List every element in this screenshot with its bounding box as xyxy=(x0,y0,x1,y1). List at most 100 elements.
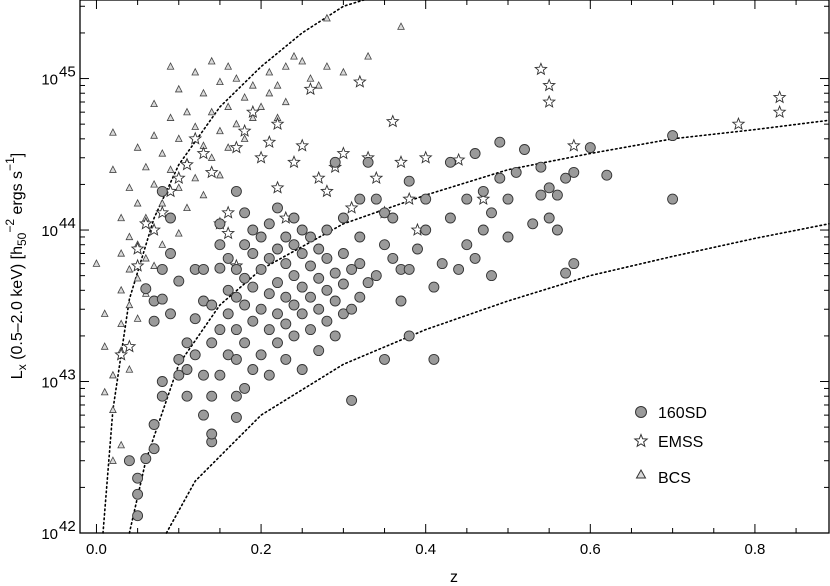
point-160sd xyxy=(568,258,580,270)
point-bcs xyxy=(183,203,191,211)
y-axis-title-prefix-sub: x xyxy=(15,364,29,370)
point-160sd xyxy=(346,303,358,315)
point-160sd xyxy=(395,295,407,307)
point-160sd xyxy=(156,376,168,387)
point-bcs xyxy=(224,62,233,70)
point-160sd xyxy=(132,488,144,500)
point-160sd xyxy=(502,231,514,243)
point-160sd xyxy=(255,303,267,315)
point-160sd xyxy=(346,263,358,275)
point-160sd xyxy=(132,472,144,484)
point-160sd xyxy=(560,267,572,279)
point-bcs xyxy=(364,51,372,60)
point-bcs xyxy=(150,179,158,188)
point-160sd xyxy=(305,324,316,336)
point-bcs xyxy=(323,62,331,70)
point-160sd xyxy=(272,243,283,255)
point-160sd xyxy=(181,364,193,375)
point-160sd xyxy=(502,193,514,205)
point-160sd xyxy=(387,252,399,264)
point-160sd xyxy=(189,349,201,361)
point-bcs xyxy=(117,319,126,328)
point-160sd xyxy=(230,390,242,402)
point-160sd xyxy=(337,248,349,259)
y-axis-title-s-sup: −1 xyxy=(3,157,17,171)
point-emss xyxy=(451,152,466,166)
point-bcs xyxy=(141,253,150,262)
point-160sd xyxy=(444,212,456,224)
point-160sd xyxy=(494,136,506,148)
point-bcs xyxy=(100,309,109,317)
point-160sd xyxy=(494,172,506,184)
point-emss xyxy=(336,146,351,160)
point-160sd xyxy=(313,303,325,315)
point-bcs xyxy=(117,440,126,449)
point-bcs xyxy=(183,107,191,116)
point-160sd xyxy=(255,263,267,275)
point-bcs xyxy=(117,249,126,257)
point-160sd xyxy=(255,231,267,243)
point-160sd xyxy=(263,369,275,381)
point-160sd xyxy=(337,212,349,224)
point-emss xyxy=(542,94,557,108)
y-axis-title-h-sup: −2 xyxy=(3,219,17,233)
point-160sd xyxy=(230,291,242,303)
point-160sd xyxy=(222,284,234,296)
point-160sd xyxy=(272,308,283,320)
point-bcs xyxy=(207,107,216,116)
y-tick-exponent: 43 xyxy=(59,367,76,384)
point-160sd xyxy=(337,278,349,290)
point-emss xyxy=(352,74,367,88)
point-bcs xyxy=(125,300,134,309)
point-160sd xyxy=(255,349,267,361)
point-bcs xyxy=(117,285,126,294)
point-emss xyxy=(303,82,318,96)
point-160sd xyxy=(354,193,366,205)
point-160sd xyxy=(280,231,292,243)
point-160sd xyxy=(321,252,333,264)
point-bcs xyxy=(224,102,233,110)
point-160sd xyxy=(140,283,152,295)
point-160sd xyxy=(247,315,259,327)
point-160sd xyxy=(272,277,283,289)
point-160sd xyxy=(444,156,456,168)
point-160sd xyxy=(354,291,366,303)
point-160sd xyxy=(296,224,308,236)
point-bcs xyxy=(306,74,315,82)
point-160sd xyxy=(206,390,218,402)
legend-label-emss: EMSS xyxy=(658,434,703,451)
point-bcs xyxy=(174,84,183,93)
point-emss xyxy=(772,90,787,104)
point-160sd xyxy=(280,258,292,270)
point-bcs xyxy=(314,81,323,89)
point-bcs xyxy=(150,99,158,108)
legend-marker-star xyxy=(633,433,649,448)
point-bcs xyxy=(133,198,142,207)
point-bcs xyxy=(207,56,216,65)
point-160sd xyxy=(329,267,341,279)
point-bcs xyxy=(281,97,290,106)
point-160sd xyxy=(469,148,481,159)
point-emss xyxy=(320,184,334,198)
y-tick-exponent: 42 xyxy=(59,518,76,535)
point-160sd xyxy=(263,218,275,230)
point-160sd xyxy=(156,185,168,197)
legend-label-bcs: BCS xyxy=(658,470,691,487)
point-bcs xyxy=(141,162,150,171)
point-160sd xyxy=(206,337,218,349)
point-160sd xyxy=(239,382,251,394)
point-emss xyxy=(262,134,277,149)
point-bcs xyxy=(174,228,183,237)
point-160sd xyxy=(181,390,193,402)
point-160sd xyxy=(173,353,185,365)
point-160sd xyxy=(230,353,242,365)
point-160sd xyxy=(667,130,679,142)
point-bcs xyxy=(207,153,216,161)
point-160sd xyxy=(321,284,333,296)
point-bcs xyxy=(248,81,257,89)
point-160sd xyxy=(428,281,440,293)
point-bcs xyxy=(158,198,167,207)
point-emss xyxy=(295,138,310,152)
point-160sd xyxy=(239,207,251,219)
point-emss xyxy=(130,258,145,272)
